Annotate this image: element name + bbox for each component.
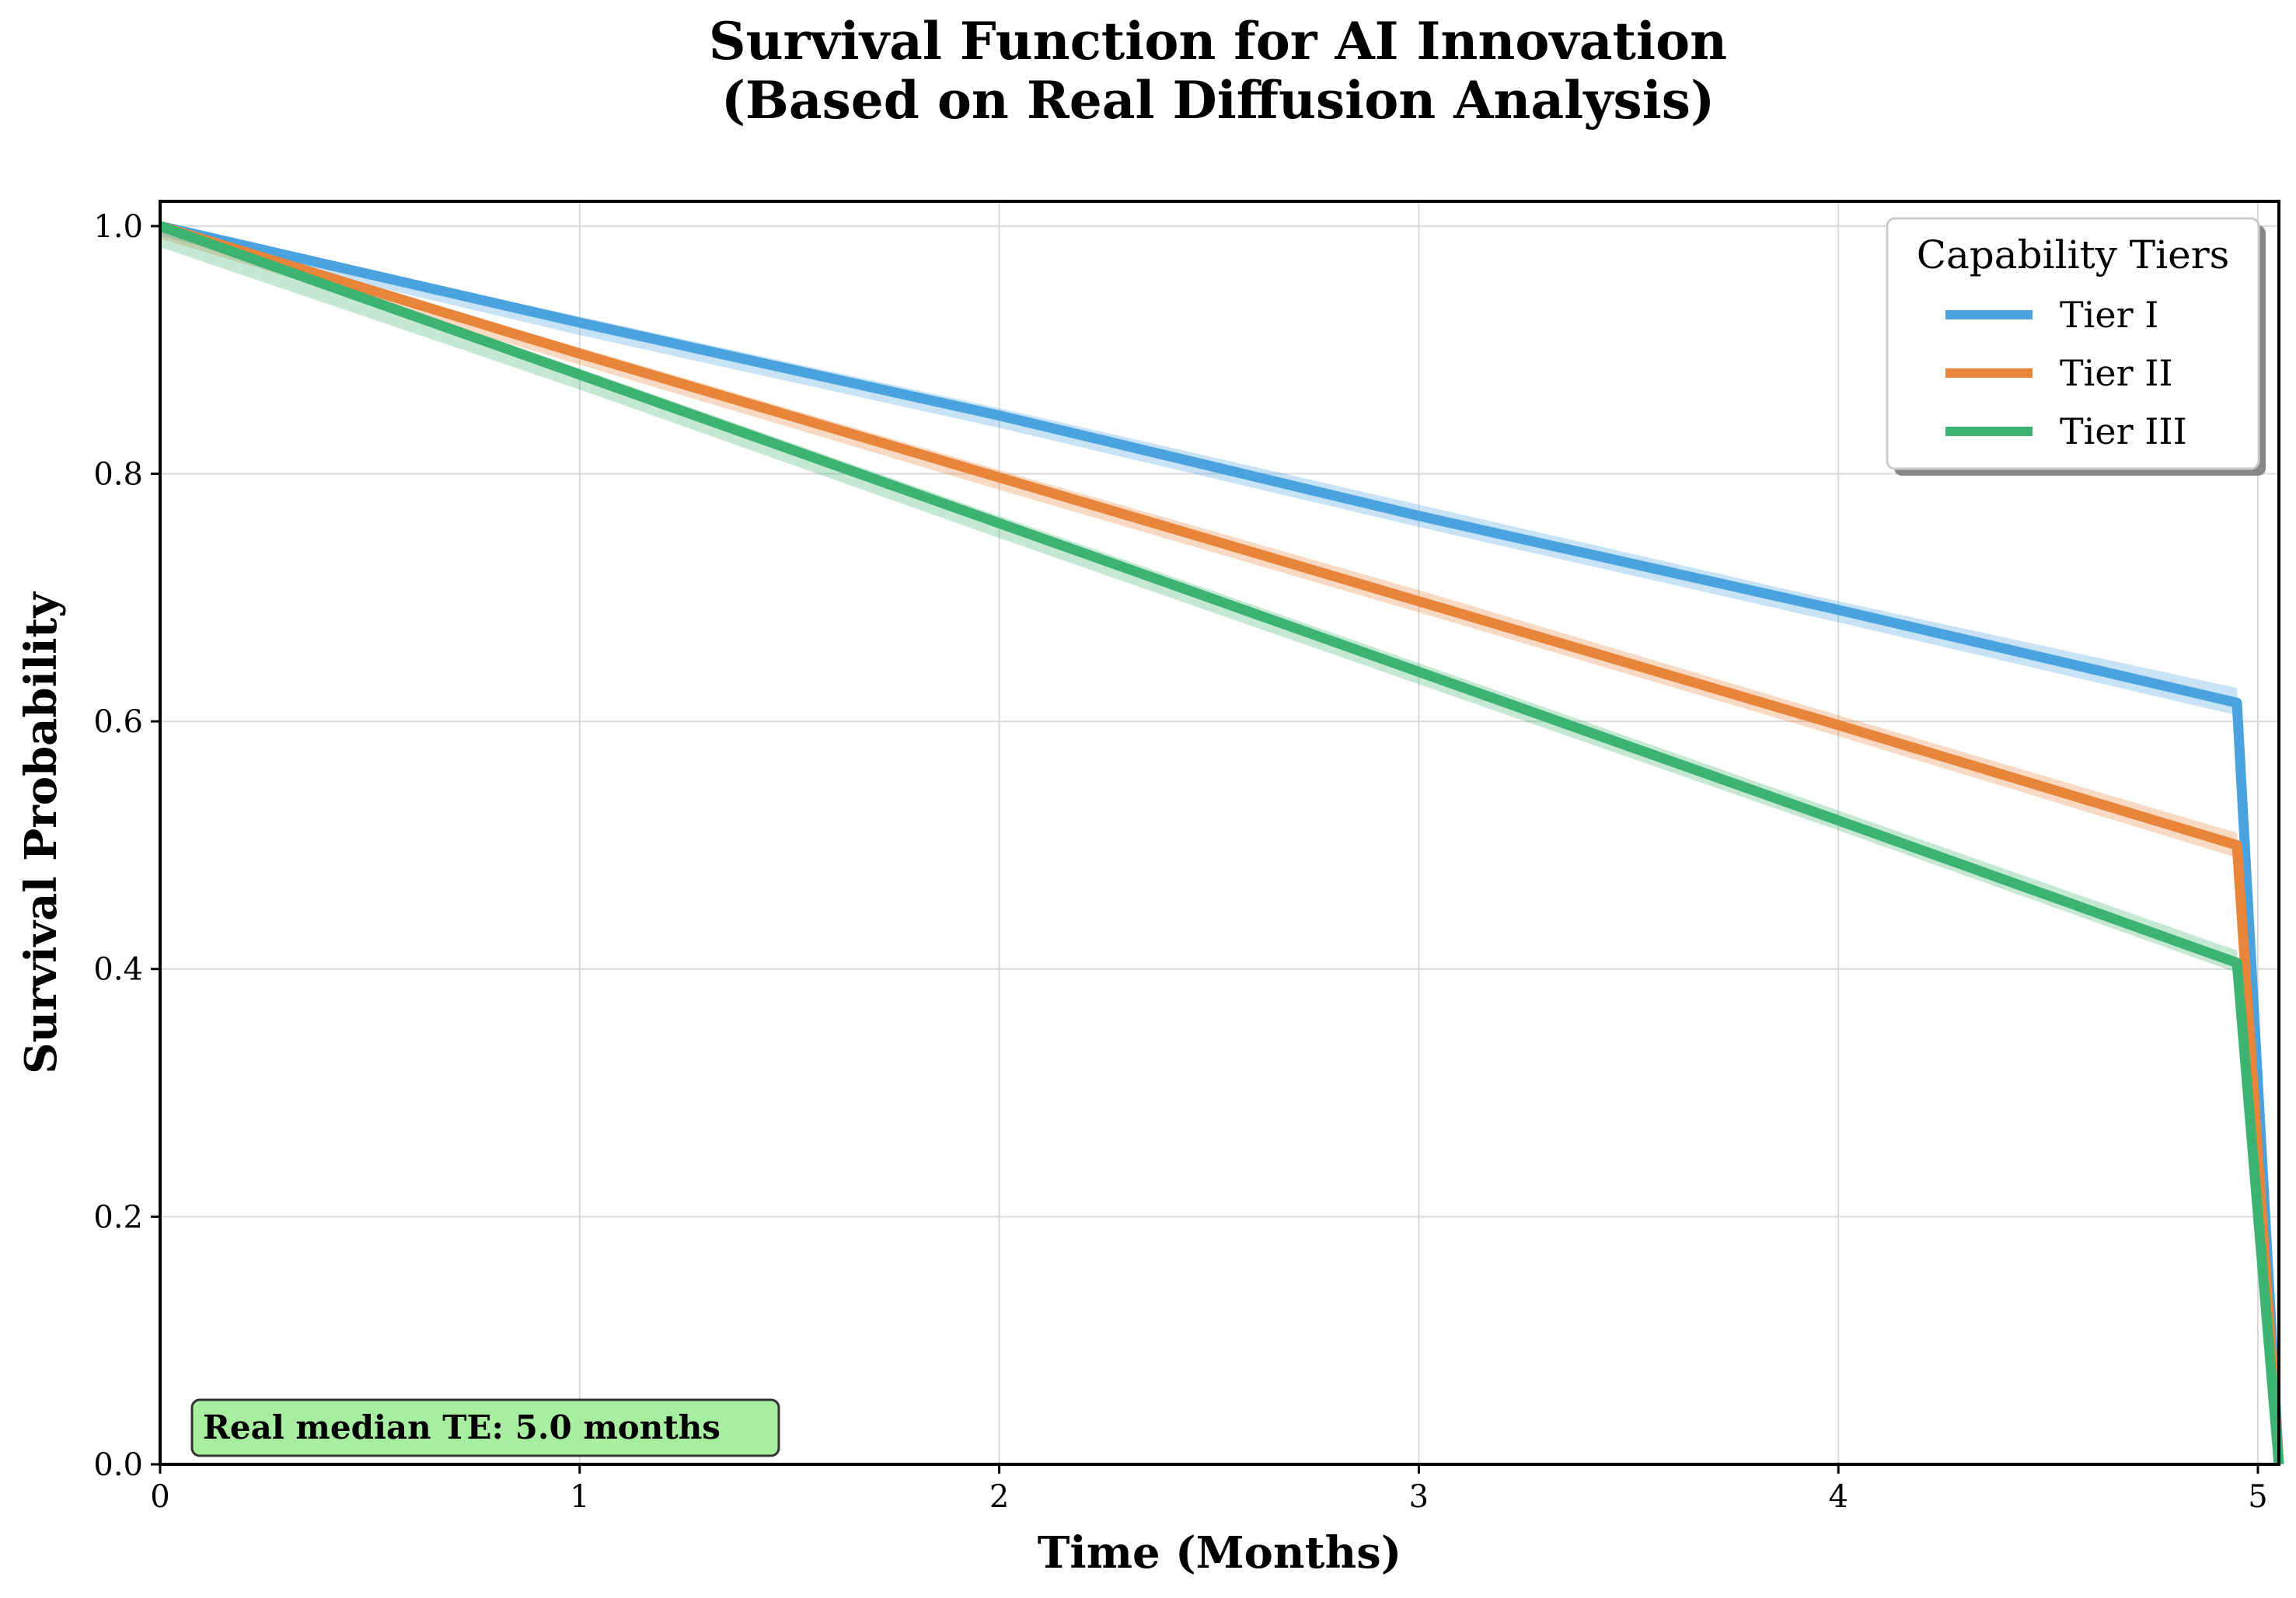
y-tick-label: 0.2 <box>93 1199 143 1235</box>
y-axis-ticks: 0.0 0.2 0.4 0.6 0.8 1.0 <box>93 209 160 1483</box>
confidence-bands <box>160 225 2279 1464</box>
legend: Capability Tiers Tier I Tier II Tier III <box>1886 217 2266 476</box>
legend-label-tier-3: Tier III <box>2060 410 2187 452</box>
x-tick-label: 5 <box>2248 1479 2267 1515</box>
annotation-text: Real median TE: 5.0 months <box>203 1408 721 1446</box>
x-tick-label: 0 <box>150 1479 169 1515</box>
y-tick-label: 0.6 <box>93 704 143 740</box>
legend-box <box>1886 217 2260 470</box>
y-tick-label: 0.0 <box>93 1447 143 1483</box>
x-tick-label: 1 <box>570 1479 589 1515</box>
y-tick-label: 0.8 <box>93 456 143 492</box>
series-line-tier-1 <box>159 221 2284 1465</box>
y-tick-label: 1.0 <box>93 209 143 245</box>
x-axis-ticks: 0 1 2 3 4 5 <box>150 1464 2268 1515</box>
x-tick-label: 2 <box>989 1479 1009 1515</box>
y-tick-label: 0.4 <box>93 952 143 988</box>
chart-title-line2: (Based on Real Diffusion Analysis) <box>721 70 1715 131</box>
x-tick-label: 4 <box>1828 1479 1848 1515</box>
series-line-tier-2 <box>159 221 2284 1465</box>
annotation-box: Real median TE: 5.0 months <box>190 1398 780 1457</box>
chart-title-line1: Survival Function for AI Innovation <box>709 11 1727 72</box>
legend-label-tier-1: Tier I <box>2060 294 2158 336</box>
legend-entries: Tier I Tier II Tier III <box>1945 294 2187 452</box>
annotation-background <box>190 1398 780 1457</box>
x-axis-label: Time (Months) <box>1038 1527 1401 1579</box>
series-line-tier-3 <box>158 221 2284 1465</box>
legend-title: Capability Tiers <box>1917 232 2230 277</box>
legend-label-tier-2: Tier II <box>2060 352 2173 394</box>
x-tick-label: 3 <box>1409 1479 1429 1515</box>
series-lines <box>158 221 2284 1465</box>
y-axis-label: Survival Probability <box>16 591 67 1074</box>
confidence-band-tier-1 <box>160 225 2279 1464</box>
plot-frame <box>159 200 2280 1466</box>
